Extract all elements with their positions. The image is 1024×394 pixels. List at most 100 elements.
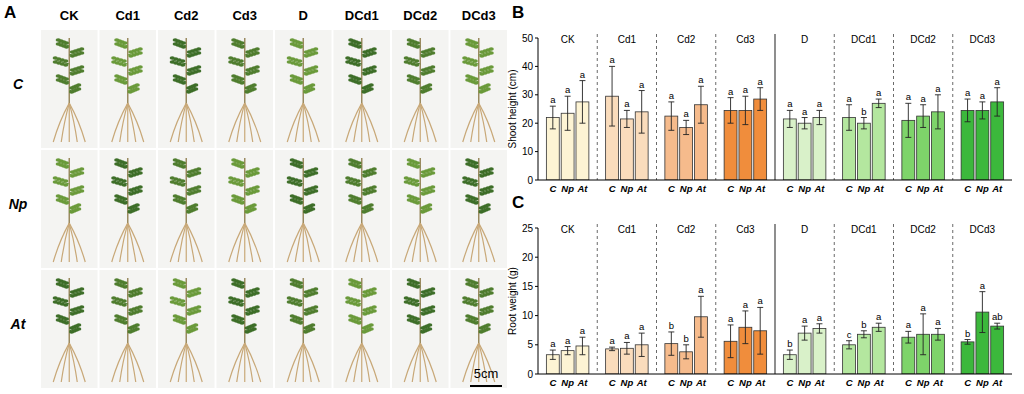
leaflet bbox=[290, 278, 295, 282]
leaflet bbox=[76, 327, 81, 331]
panel-label: B bbox=[512, 3, 524, 22]
x-tick-label: C bbox=[668, 183, 675, 194]
error-line bbox=[671, 102, 672, 130]
significance-letter: a bbox=[920, 302, 926, 313]
leaflet bbox=[196, 305, 201, 309]
error-cap bbox=[802, 326, 808, 327]
root bbox=[354, 223, 362, 262]
y-axis-label: Shoot height (cm) bbox=[507, 70, 518, 149]
significance-letter: a bbox=[728, 313, 734, 324]
x-tick-label: C bbox=[964, 377, 971, 388]
error-cap bbox=[802, 117, 808, 118]
root bbox=[128, 343, 144, 382]
error-bar bbox=[979, 292, 985, 333]
root bbox=[245, 223, 253, 262]
group-label: DCd3 bbox=[970, 34, 996, 45]
root bbox=[412, 223, 420, 262]
leaflet bbox=[53, 180, 58, 184]
leaflet bbox=[231, 194, 236, 198]
leaflet bbox=[348, 78, 353, 82]
leaflet bbox=[372, 305, 377, 309]
root bbox=[69, 223, 77, 262]
error-cap bbox=[668, 101, 674, 102]
error-cap bbox=[742, 124, 748, 125]
leaflet bbox=[430, 189, 435, 193]
root bbox=[404, 223, 420, 262]
photo-bg bbox=[217, 30, 274, 148]
leaflet bbox=[407, 42, 412, 46]
root bbox=[69, 103, 77, 142]
root bbox=[303, 103, 311, 142]
leaflet bbox=[465, 318, 470, 322]
leaflet bbox=[430, 287, 435, 291]
bar bbox=[872, 103, 885, 180]
error-bar bbox=[742, 311, 748, 344]
group-separator bbox=[597, 34, 598, 180]
leaflet bbox=[430, 291, 435, 295]
column-label: Cd1 bbox=[115, 8, 140, 23]
leaflet bbox=[138, 291, 143, 295]
group-label: D bbox=[801, 34, 808, 45]
error-bar bbox=[905, 331, 911, 343]
error-line bbox=[626, 342, 627, 354]
error-cap bbox=[935, 340, 941, 341]
error-line bbox=[878, 323, 879, 331]
y-tick-label: 50 bbox=[522, 33, 534, 44]
root bbox=[61, 343, 69, 382]
error-cap bbox=[861, 330, 867, 331]
leaflet bbox=[290, 38, 295, 42]
leaflet bbox=[465, 38, 470, 42]
error-cap bbox=[668, 331, 674, 332]
x-tick-label: At bbox=[695, 377, 707, 388]
group-separator bbox=[893, 224, 894, 374]
photo-bg bbox=[275, 30, 332, 148]
root bbox=[237, 223, 245, 262]
leaflet bbox=[135, 83, 140, 87]
leaflet bbox=[430, 47, 435, 51]
plant-photo bbox=[392, 30, 449, 148]
error-cap bbox=[965, 99, 971, 100]
root bbox=[404, 103, 420, 142]
leaflet bbox=[138, 309, 143, 313]
error-bar bbox=[965, 99, 971, 122]
significance-letter: a bbox=[920, 93, 926, 104]
leaflet bbox=[114, 194, 119, 198]
bar bbox=[902, 337, 915, 374]
root bbox=[245, 103, 253, 142]
error-line bbox=[612, 347, 613, 351]
error-line bbox=[582, 337, 583, 355]
leaflet bbox=[489, 69, 494, 73]
leaflet bbox=[407, 318, 412, 322]
leaflet bbox=[255, 189, 260, 193]
leaflet bbox=[462, 60, 467, 64]
error-cap bbox=[698, 296, 704, 297]
leaflet bbox=[427, 83, 432, 87]
leaflet bbox=[111, 180, 116, 184]
x-tick-label: C bbox=[786, 377, 793, 388]
y-tick-label: 30 bbox=[522, 89, 534, 100]
column-label: DCd1 bbox=[345, 8, 379, 23]
root bbox=[112, 103, 128, 142]
error-line bbox=[567, 96, 568, 130]
error-cap bbox=[757, 110, 763, 111]
error-bar bbox=[876, 323, 882, 331]
photo-bg bbox=[392, 150, 449, 268]
error-bar bbox=[742, 96, 748, 124]
error-cap bbox=[683, 134, 689, 135]
root bbox=[128, 223, 144, 262]
root bbox=[112, 223, 128, 262]
leaflet bbox=[138, 51, 143, 55]
root bbox=[362, 223, 378, 262]
leaflet bbox=[79, 185, 84, 189]
leaflet bbox=[255, 291, 260, 295]
error-bar bbox=[846, 105, 852, 131]
significance-letter: a bbox=[787, 98, 793, 109]
error-cap bbox=[935, 328, 941, 329]
error-cap bbox=[550, 359, 556, 360]
error-cap bbox=[905, 331, 911, 332]
bar bbox=[798, 123, 811, 180]
x-tick-label: C bbox=[905, 183, 912, 194]
leaflet bbox=[79, 309, 84, 313]
leaflet bbox=[255, 47, 260, 51]
leaflet bbox=[231, 74, 236, 78]
